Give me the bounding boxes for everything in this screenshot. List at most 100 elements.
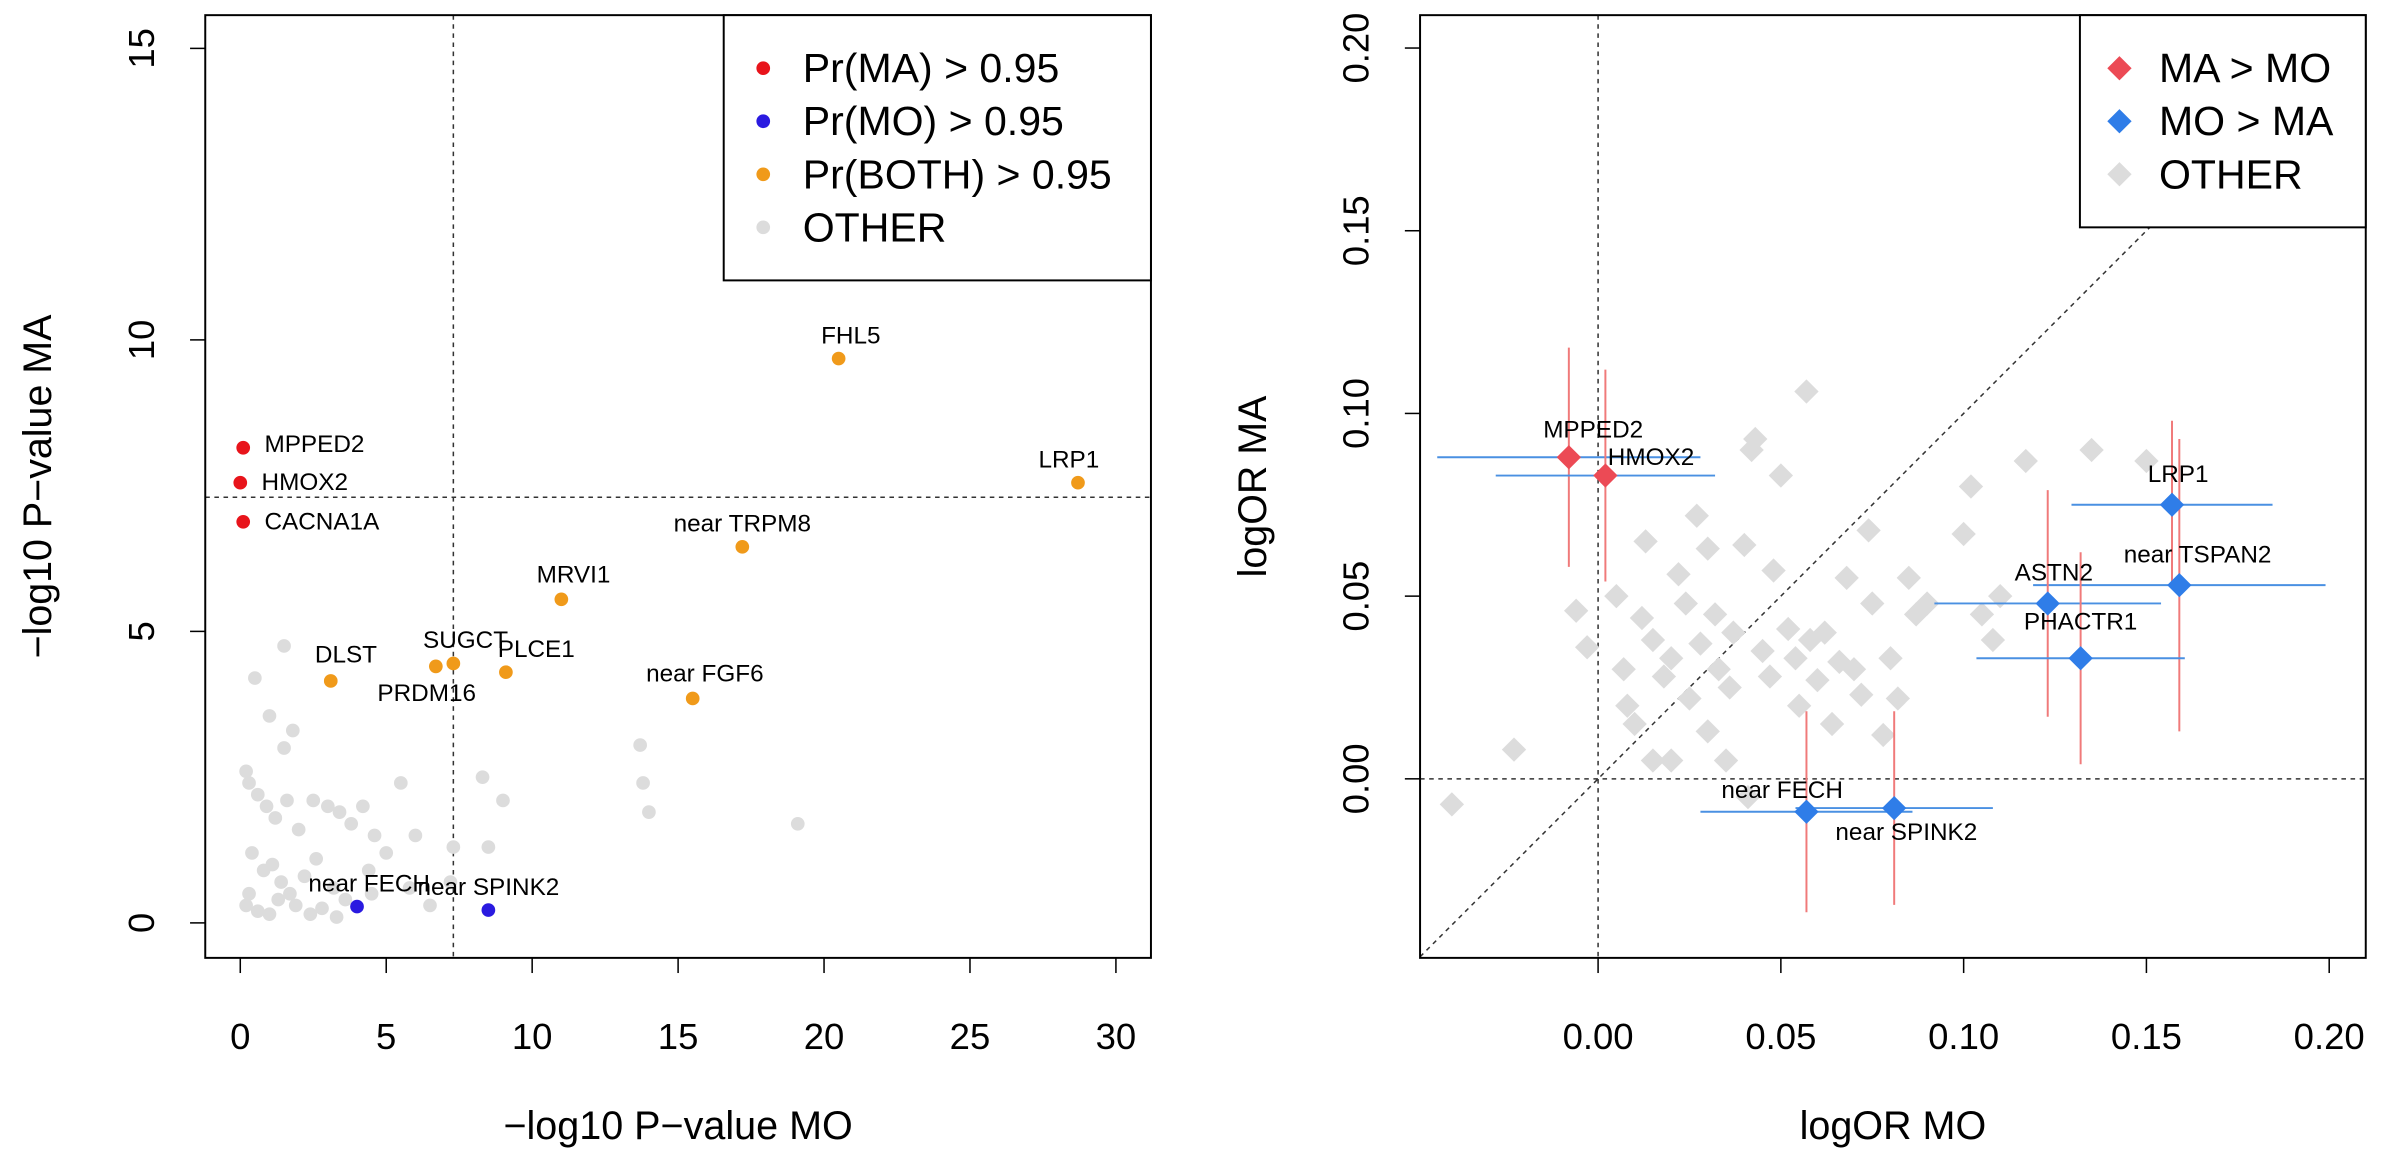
point <box>499 665 513 680</box>
point <box>239 764 253 779</box>
point <box>1761 558 1786 583</box>
point <box>1757 664 1783 689</box>
point-label: PRDM16 <box>377 680 476 707</box>
point <box>446 656 461 671</box>
y-axis-title: −log10 P−value MA <box>16 314 60 658</box>
point <box>265 857 280 872</box>
point <box>1903 602 1929 627</box>
point <box>1071 475 1085 490</box>
point <box>262 907 277 921</box>
point <box>408 828 423 843</box>
point <box>735 540 750 554</box>
point <box>446 840 461 854</box>
point <box>283 886 297 901</box>
point <box>1958 474 1984 499</box>
point <box>338 892 353 907</box>
point <box>250 904 265 919</box>
point <box>1593 463 1618 488</box>
point-label: near FECH <box>1721 777 1843 804</box>
x-tick-label: 5 <box>376 1016 396 1057</box>
point <box>288 898 303 913</box>
point <box>1677 686 1702 711</box>
point-label: near SPINK2 <box>417 874 559 901</box>
legend-label: MO > MA <box>2159 98 2334 144</box>
point-label: HMOX2 <box>1608 444 1694 471</box>
point <box>685 691 700 706</box>
legend-marker <box>756 61 771 76</box>
point <box>2068 646 2093 671</box>
x-tick-label: 25 <box>950 1016 991 1057</box>
point <box>1794 799 1819 824</box>
x-axis-title: logOR MO <box>1800 1104 1987 1148</box>
point <box>2134 448 2159 474</box>
point <box>393 776 408 790</box>
legend-label: MA > MO <box>2159 45 2331 91</box>
x-tick-label: 0.10 <box>1928 1016 1999 1057</box>
chart: 0.00 0.05 0.10 0.15 0.20 0.00 0.05 0.10 0.15 0.20… <box>1231 13 2367 1148</box>
point <box>1786 693 1812 718</box>
point <box>332 805 347 819</box>
legend-label: OTHER <box>2159 151 2303 197</box>
point <box>1860 591 1885 616</box>
point-label: PLCE1 <box>498 636 575 663</box>
point <box>248 671 262 685</box>
y-tick-label: 0.10 <box>1336 378 1377 449</box>
legend-label: OTHER <box>803 204 947 250</box>
point <box>379 846 394 860</box>
legend-label: Pr(MO) > 0.95 <box>803 98 1064 144</box>
point <box>271 892 286 907</box>
point <box>1706 657 1731 682</box>
point <box>1812 620 1837 645</box>
point <box>2013 448 2038 474</box>
x-tick-label: 0.05 <box>1745 1016 1816 1057</box>
point-label: near TRPM8 <box>674 511 811 538</box>
point <box>1640 748 1666 773</box>
point-label: near TSPAN2 <box>2124 541 2272 568</box>
y-axis-title: logOR MA <box>1231 395 1275 577</box>
point <box>1574 635 1600 660</box>
point <box>250 787 265 802</box>
point <box>268 811 283 825</box>
point <box>1633 529 1658 554</box>
point <box>1980 627 2006 653</box>
point <box>262 709 277 723</box>
point <box>1794 379 1819 404</box>
point <box>367 828 382 843</box>
legend-box <box>722 14 1152 282</box>
y-tick-label: 10 <box>121 320 162 360</box>
point <box>356 799 370 814</box>
legend-marker <box>756 167 771 182</box>
point <box>475 770 490 784</box>
y-tick-label: 5 <box>121 621 162 641</box>
point <box>280 793 294 808</box>
y-tick-label: 0.20 <box>1336 13 1377 84</box>
point <box>633 738 647 752</box>
point <box>1659 748 1684 773</box>
legend-marker <box>756 220 771 235</box>
point <box>1878 646 1903 671</box>
point <box>1969 602 1995 627</box>
point <box>1768 463 1794 488</box>
point <box>277 741 291 755</box>
point <box>326 881 341 895</box>
point <box>350 899 364 914</box>
x-tick-label: 0.20 <box>2294 1016 2365 1057</box>
chart: 0 5 10 15 20 25 30 0 5 10 15 −log10 P−value MO −log1… <box>16 14 1152 1148</box>
point-label: SUGCT <box>423 627 508 654</box>
plot-frame <box>204 14 1152 959</box>
point <box>1622 711 1647 737</box>
point <box>402 881 417 895</box>
point <box>554 592 569 607</box>
point <box>1702 602 1728 627</box>
legend-marker <box>756 114 771 129</box>
point <box>1684 503 1709 528</box>
legend-label: Pr(BOTH) > 0.95 <box>803 151 1112 197</box>
point <box>1688 631 1713 656</box>
point <box>1666 562 1691 587</box>
point <box>236 440 251 455</box>
point-label: near SPINK2 <box>1835 819 1977 846</box>
point <box>481 903 496 917</box>
point <box>1651 664 1677 689</box>
point <box>1776 616 1801 642</box>
